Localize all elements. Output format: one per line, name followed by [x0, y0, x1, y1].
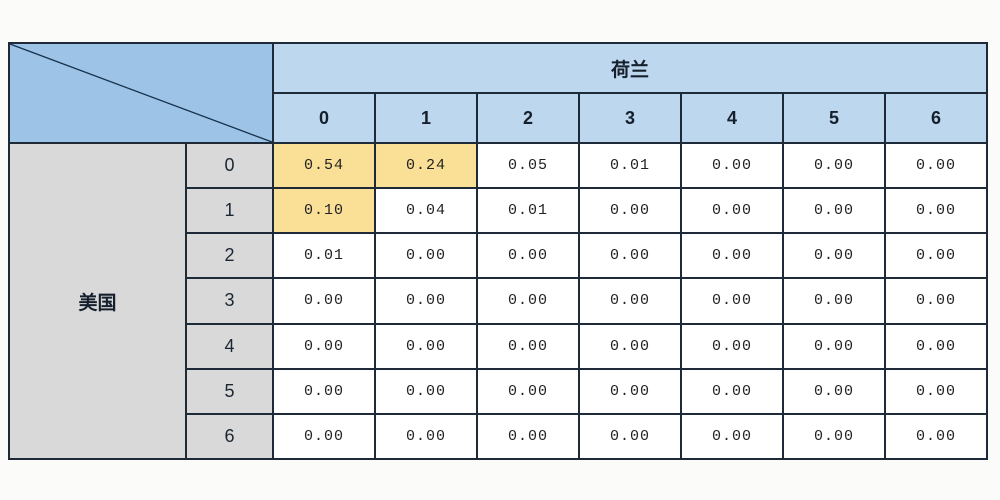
cell-6-2: 0.00 [476, 412, 580, 461]
table-row: 5 0.00 0.00 0.00 0.00 0.00 0.00 0.00 [9, 367, 988, 415]
row-header-1: 1 [185, 187, 274, 235]
cell-3-4: 0.00 [680, 277, 784, 325]
cell-1-3: 0.00 [578, 187, 682, 235]
cell-0-3: 0.01 [578, 141, 682, 190]
cell-0-5: 0.00 [782, 141, 886, 190]
cell-0-2: 0.05 [476, 141, 580, 190]
cell-1-1: 0.04 [374, 187, 478, 235]
diagonal-corner-cell [8, 42, 274, 144]
cell-3-6: 0.00 [884, 277, 988, 325]
cell-4-4: 0.00 [680, 322, 784, 370]
column-group-header: 荷兰 [272, 42, 988, 94]
cell-0-6: 0.00 [884, 141, 988, 190]
cell-4-2: 0.00 [476, 322, 580, 370]
cell-4-1: 0.00 [374, 322, 478, 370]
cell-0-4: 0.00 [680, 141, 784, 190]
cell-5-1: 0.00 [374, 367, 478, 415]
cell-3-3: 0.00 [578, 277, 682, 325]
cell-6-4: 0.00 [680, 412, 784, 461]
column-header-3: 3 [578, 92, 682, 144]
cell-1-2: 0.01 [476, 187, 580, 235]
cell-4-5: 0.00 [782, 322, 886, 370]
table-row: 1 0.10 0.04 0.01 0.00 0.00 0.00 0.00 [9, 187, 988, 235]
table-row: 美国 0 0.54 0.24 0.05 0.01 0.00 0.00 0.00 [8, 141, 988, 460]
cell-1-4: 0.00 [680, 187, 784, 235]
table-row: 3 0.00 0.00 0.00 0.00 0.00 0.00 0.00 [9, 277, 988, 325]
cell-3-0: 0.00 [272, 277, 376, 325]
cell-2-5: 0.00 [782, 232, 886, 280]
cell-3-5: 0.00 [782, 277, 886, 325]
cell-1-0: 0.10 [272, 187, 376, 235]
cell-3-1: 0.00 [374, 277, 478, 325]
cell-2-1: 0.00 [374, 232, 478, 280]
cell-6-0: 0.00 [272, 412, 376, 461]
row-header-5: 5 [185, 367, 274, 415]
table-row: 2 0.01 0.00 0.00 0.00 0.00 0.00 0.00 [9, 232, 988, 280]
cell-5-0: 0.00 [272, 367, 376, 415]
cell-2-6: 0.00 [884, 232, 988, 280]
cell-2-3: 0.00 [578, 232, 682, 280]
cell-0-1: 0.24 [374, 141, 478, 190]
cell-6-1: 0.00 [374, 412, 478, 461]
cell-2-2: 0.00 [476, 232, 580, 280]
row-header-6: 6 [185, 412, 274, 461]
column-header-1: 1 [374, 92, 478, 144]
column-header-2: 2 [476, 92, 580, 144]
column-header-5: 5 [782, 92, 886, 144]
cell-1-5: 0.00 [782, 187, 886, 235]
cell-2-4: 0.00 [680, 232, 784, 280]
diagonal-line-icon [10, 44, 272, 142]
cell-6-3: 0.00 [578, 412, 682, 461]
table-row: 6 0.00 0.00 0.00 0.00 0.00 0.00 0.00 [9, 412, 988, 461]
row-group-header: 美国 [8, 142, 187, 460]
column-header-4: 4 [680, 92, 784, 144]
table-row: 4 0.00 0.00 0.00 0.00 0.00 0.00 0.00 [9, 322, 988, 370]
cell-2-0: 0.01 [272, 232, 376, 280]
probability-table: 荷兰 0 1 2 3 4 5 6 美国 0 0.54 0.24 0.05 0.0… [8, 42, 988, 461]
cell-5-5: 0.00 [782, 367, 886, 415]
row-header-4: 4 [185, 322, 274, 370]
row-header-0: 0 [185, 141, 274, 190]
cell-0-0: 0.54 [272, 141, 376, 190]
cell-5-4: 0.00 [680, 367, 784, 415]
cell-5-6: 0.00 [884, 367, 988, 415]
column-header-6: 6 [884, 92, 988, 144]
cell-3-2: 0.00 [476, 277, 580, 325]
cell-4-0: 0.00 [272, 322, 376, 370]
column-header-0: 0 [272, 92, 376, 144]
row-header-3: 3 [185, 277, 274, 325]
cell-6-5: 0.00 [782, 412, 886, 461]
cell-5-2: 0.00 [476, 367, 580, 415]
cell-1-6: 0.00 [884, 187, 988, 235]
cell-4-3: 0.00 [578, 322, 682, 370]
row-header-2: 2 [185, 232, 274, 280]
cell-6-6: 0.00 [884, 412, 988, 461]
cell-4-6: 0.00 [884, 322, 988, 370]
cell-5-3: 0.00 [578, 367, 682, 415]
